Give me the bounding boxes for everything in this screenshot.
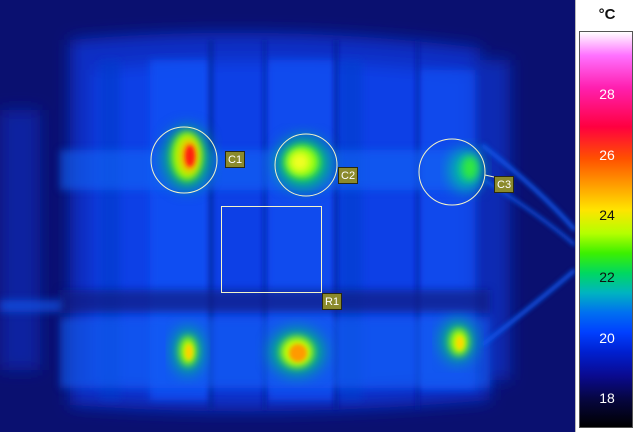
marker-c1-circle[interactable] [150, 126, 218, 194]
tick-label-24: 24 [599, 207, 615, 223]
tick-label-28: 28 [599, 86, 615, 102]
marker-c2-label[interactable]: C2 [338, 167, 358, 184]
marker-c3-circle[interactable] [418, 138, 486, 206]
thermal-image: C1 C2 C3 R1 [0, 0, 575, 432]
unit-label: °C [598, 6, 616, 23]
tick-label-22: 22 [599, 269, 615, 285]
hotspot-bottom-left [174, 329, 202, 373]
marker-c3-label[interactable]: C3 [494, 176, 514, 193]
vertical-dividers [208, 40, 420, 410]
thermal-canvas [0, 32, 575, 412]
marker-r1-rect[interactable] [221, 206, 322, 293]
vertical-stripes [100, 60, 475, 400]
marker-c3-leader [484, 174, 495, 178]
hotspot-bottom-right [442, 321, 474, 361]
color-scale-bar: 28 26 24 22 20 18 [579, 31, 633, 428]
marker-r1-label[interactable]: R1 [322, 293, 342, 310]
marker-c1-label[interactable]: C1 [225, 151, 245, 168]
tick-label-20: 20 [599, 330, 615, 346]
tick-label-26: 26 [599, 147, 615, 163]
tick-label-18: 18 [599, 390, 615, 406]
hotspot-c3 [450, 150, 482, 190]
marker-c2-circle[interactable] [274, 133, 338, 197]
hotspot-c1 [165, 128, 209, 188]
hotspot-bottom-center [271, 330, 323, 374]
temperature-legend: °C 28 26 24 22 20 18 [575, 0, 637, 432]
hotspot-c2 [277, 138, 329, 188]
